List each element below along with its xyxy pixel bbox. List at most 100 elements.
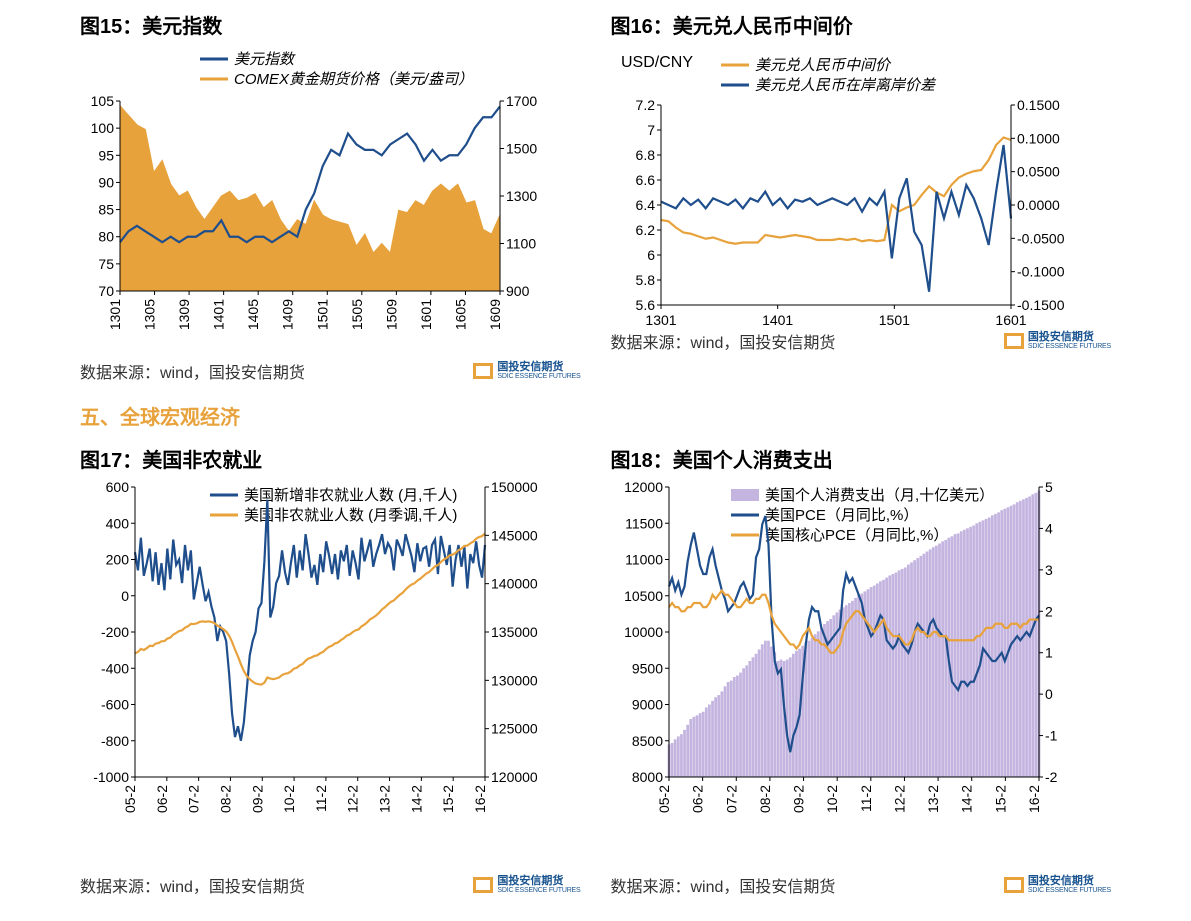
logo: 国投安信期货 SDIC ESSENCE FUTURES [1004,332,1111,350]
svg-text:1405: 1405 [245,299,261,330]
svg-text:125000: 125000 [491,721,538,737]
svg-text:07-2: 07-2 [186,785,202,813]
svg-text:2: 2 [1045,603,1053,619]
svg-text:10500: 10500 [624,588,663,604]
logo: 国投安信期货 SDIC ESSENCE FUTURES [473,876,580,894]
fig15-panel: 图15：美元指数 美元指数COMEX黄金期货价格（美元/盎司）707580859… [80,10,581,383]
svg-text:1501: 1501 [878,312,909,325]
logo-icon [1004,877,1024,893]
svg-text:1601: 1601 [995,312,1026,325]
svg-text:-0.1500: -0.1500 [1017,297,1065,313]
svg-text:-1: -1 [1045,728,1058,744]
svg-text:05-2: 05-2 [656,785,672,813]
svg-text:1605: 1605 [452,299,468,330]
svg-text:80: 80 [98,229,114,245]
svg-text:-600: -600 [101,697,129,713]
svg-text:3: 3 [1045,562,1053,578]
svg-text:11500: 11500 [625,515,663,531]
svg-text:1301: 1301 [645,312,676,325]
fig17-source: 数据来源：wind，国投安信期货 [80,873,305,897]
svg-text:14-2: 14-2 [958,785,974,813]
fig16-source: 数据来源：wind，国投安信期货 [611,329,836,353]
svg-text:15-2: 15-2 [992,785,1008,813]
svg-text:145000: 145000 [491,527,538,543]
svg-text:1305: 1305 [142,299,158,330]
svg-text:0.1000: 0.1000 [1017,130,1060,146]
section-title: 五、全球宏观经济 [80,401,1111,430]
svg-text:09-2: 09-2 [249,785,265,813]
svg-text:08-2: 08-2 [217,785,233,813]
svg-text:07-2: 07-2 [723,785,739,813]
svg-text:120000: 120000 [491,769,538,785]
svg-text:美元指数: 美元指数 [234,51,296,68]
logo: 国投安信期货 SDIC ESSENCE FUTURES [473,362,580,380]
svg-text:12000: 12000 [624,479,663,495]
svg-text:95: 95 [98,147,114,163]
svg-text:85: 85 [98,202,114,218]
svg-text:11-2: 11-2 [313,785,329,812]
svg-text:12-2: 12-2 [891,785,907,813]
svg-text:6.6: 6.6 [635,172,655,188]
svg-text:10000: 10000 [624,624,663,640]
fig18-title: 图18：美国个人消费支出 [611,444,1112,473]
svg-text:90: 90 [98,174,114,190]
svg-text:5.8: 5.8 [635,272,655,288]
svg-text:1: 1 [1045,645,1053,661]
svg-text:1300: 1300 [506,188,537,204]
svg-text:8000: 8000 [631,769,662,785]
svg-text:9000: 9000 [631,697,662,713]
svg-text:1601: 1601 [418,299,434,330]
svg-text:5: 5 [1045,479,1053,495]
fig15-source: 数据来源：wind，国投安信期货 [80,359,305,383]
svg-text:美国非农就业人数 (月季调,千人): 美国非农就业人数 (月季调,千人) [244,507,457,524]
svg-text:06-2: 06-2 [154,785,170,813]
svg-text:600: 600 [106,479,130,495]
svg-text:1309: 1309 [176,299,192,330]
svg-text:-0.1000: -0.1000 [1017,264,1065,280]
svg-text:USD/CNY: USD/CNY [621,54,693,71]
svg-text:1409: 1409 [280,299,296,330]
svg-text:1301: 1301 [107,299,123,330]
svg-text:6: 6 [647,247,655,263]
svg-text:08-2: 08-2 [756,785,772,813]
svg-text:6.4: 6.4 [635,197,655,213]
logo-icon [473,877,493,893]
svg-text:150000: 150000 [491,479,538,495]
svg-text:15-2: 15-2 [440,785,456,813]
svg-text:11000: 11000 [625,552,663,568]
svg-text:1700: 1700 [506,93,537,109]
svg-text:-1000: -1000 [93,769,129,785]
svg-text:1401: 1401 [211,299,227,330]
svg-text:-400: -400 [101,660,129,676]
svg-text:0.1500: 0.1500 [1017,97,1060,113]
svg-text:10-2: 10-2 [281,785,297,813]
svg-text:11-2: 11-2 [857,785,873,812]
svg-text:美元兑人民币中间价: 美元兑人民币中间价 [755,57,892,74]
svg-text:0: 0 [121,588,129,604]
svg-text:105: 105 [91,93,115,109]
svg-text:400: 400 [106,515,130,531]
svg-text:1505: 1505 [349,299,365,330]
svg-text:-200: -200 [101,624,129,640]
svg-text:6.2: 6.2 [635,222,655,238]
svg-text:200: 200 [106,552,130,568]
svg-text:1100: 1100 [506,236,536,252]
fig15-title: 图15：美元指数 [80,10,581,39]
svg-text:130000: 130000 [491,672,538,688]
svg-text:16-2: 16-2 [472,785,488,813]
svg-text:900: 900 [506,283,530,299]
svg-text:-2: -2 [1045,769,1058,785]
svg-text:8500: 8500 [631,733,662,749]
svg-text:5.6: 5.6 [635,297,655,313]
svg-text:70: 70 [98,283,114,299]
svg-text:0: 0 [1045,686,1053,702]
svg-text:06-2: 06-2 [689,785,705,813]
svg-text:16-2: 16-2 [1026,785,1042,813]
svg-text:美国核心PCE（月同比,%）: 美国核心PCE（月同比,%） [765,527,948,544]
svg-text:14-2: 14-2 [408,785,424,813]
svg-text:美元兑人民币在岸离岸价差: 美元兑人民币在岸离岸价差 [755,77,937,94]
svg-text:140000: 140000 [491,576,538,592]
fig16-title: 图16：美元兑人民币中间价 [611,10,1112,39]
fig17-title: 图17：美国非农就业 [80,444,581,473]
svg-text:美国个人消费支出（月,十亿美元）: 美国个人消费支出（月,十亿美元） [765,487,994,504]
